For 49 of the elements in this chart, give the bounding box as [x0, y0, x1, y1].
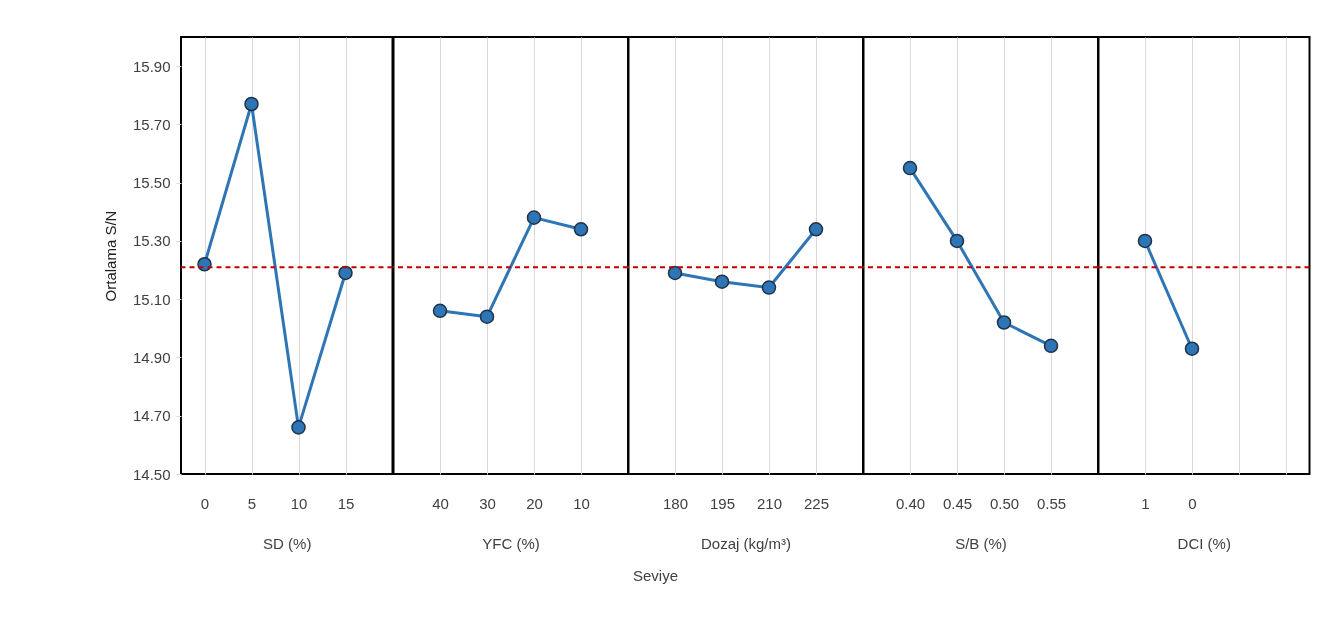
x-tick-label: 180	[662, 494, 688, 512]
point	[667, 265, 682, 281]
x-axis-title: YFC (%)	[481, 534, 540, 552]
x-tick-label: 10	[290, 494, 308, 512]
x-tick-label: 0	[200, 494, 210, 512]
point	[479, 309, 494, 324]
x-tick-label: 15	[337, 494, 355, 512]
text: Seviye	[632, 567, 678, 584]
point	[338, 265, 353, 281]
point	[526, 210, 541, 225]
y-tick-label: 15.70	[132, 115, 171, 133]
x-tick-label: 0.45	[942, 494, 972, 512]
point	[808, 222, 823, 237]
point	[1043, 338, 1058, 354]
x-axis-title: DCI (%)	[1177, 534, 1231, 552]
point	[244, 96, 259, 112]
point	[761, 280, 776, 295]
x-tick-label: 195	[709, 494, 735, 512]
point	[197, 256, 212, 272]
point	[714, 274, 729, 289]
x-tick-label: 20	[525, 494, 543, 512]
x-tick-label: 210	[756, 494, 782, 512]
x-axis-title: SD (%)	[263, 534, 312, 552]
point	[432, 303, 447, 319]
x-tick-label: 10	[572, 494, 590, 512]
x-tick-label: 0.55	[1036, 494, 1066, 512]
x-tick-label: 40	[431, 494, 449, 512]
x-tick-label: 225	[803, 494, 829, 512]
y-tick-label: 14.50	[132, 465, 171, 483]
y-tick-label: 15.50	[132, 174, 171, 192]
point	[949, 233, 964, 249]
y-tick-label: 15.10	[132, 290, 171, 308]
x-axis-title: Dozaj (kg/m³)	[700, 534, 791, 552]
x-tick-label: 0.40	[895, 494, 925, 512]
point	[291, 420, 306, 435]
x-tick-label: 5	[247, 494, 257, 512]
x-tick-label: 0.50	[989, 494, 1019, 512]
y-tick-label: 15.90	[132, 57, 171, 75]
x-tick-label: 30	[478, 494, 496, 512]
x-tick-label: 0	[1187, 494, 1197, 512]
y-tick-label: 14.70	[132, 407, 171, 425]
y-tick-label: 14.90	[132, 348, 171, 366]
point	[573, 222, 588, 237]
point	[902, 160, 917, 176]
x-tick-label: 1	[1140, 494, 1150, 512]
y-tick-label: 15.30	[132, 232, 171, 250]
point	[996, 315, 1011, 330]
x-axis-title: S/B (%)	[954, 534, 1007, 552]
y-axis-title: Ortalama S/N	[101, 210, 119, 302]
